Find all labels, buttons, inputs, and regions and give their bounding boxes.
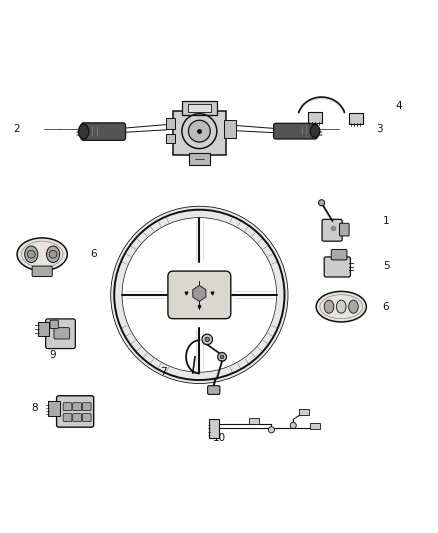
Ellipse shape [78, 124, 89, 139]
FancyBboxPatch shape [209, 419, 219, 438]
FancyBboxPatch shape [208, 386, 220, 394]
Text: 5: 5 [383, 261, 389, 271]
FancyBboxPatch shape [82, 414, 91, 422]
FancyBboxPatch shape [322, 220, 342, 241]
FancyBboxPatch shape [224, 120, 236, 138]
FancyBboxPatch shape [324, 257, 350, 277]
Ellipse shape [25, 246, 38, 263]
Text: 6: 6 [383, 302, 389, 312]
Text: 4: 4 [396, 101, 403, 111]
FancyBboxPatch shape [166, 118, 175, 130]
Ellipse shape [17, 238, 67, 271]
Circle shape [318, 200, 325, 206]
Circle shape [220, 355, 224, 359]
FancyBboxPatch shape [166, 134, 175, 142]
FancyBboxPatch shape [81, 123, 126, 140]
FancyBboxPatch shape [63, 403, 72, 410]
Wedge shape [111, 207, 288, 383]
Text: 3: 3 [376, 124, 383, 134]
FancyBboxPatch shape [339, 223, 349, 236]
Ellipse shape [324, 300, 334, 313]
Circle shape [290, 422, 296, 429]
Circle shape [218, 352, 226, 361]
Polygon shape [193, 285, 206, 302]
FancyBboxPatch shape [349, 113, 363, 124]
Text: 9: 9 [50, 350, 57, 360]
FancyBboxPatch shape [274, 123, 317, 139]
FancyBboxPatch shape [82, 403, 91, 410]
Text: 10: 10 [212, 433, 226, 442]
FancyBboxPatch shape [168, 271, 231, 319]
Text: 2: 2 [14, 124, 20, 134]
Text: 7: 7 [160, 367, 167, 377]
Circle shape [188, 120, 210, 142]
FancyBboxPatch shape [310, 423, 320, 430]
FancyBboxPatch shape [32, 266, 52, 277]
FancyBboxPatch shape [173, 111, 226, 156]
Circle shape [27, 251, 35, 258]
FancyBboxPatch shape [46, 319, 75, 349]
Ellipse shape [310, 125, 320, 138]
FancyBboxPatch shape [249, 418, 259, 424]
FancyBboxPatch shape [189, 153, 210, 165]
FancyBboxPatch shape [331, 249, 347, 260]
FancyBboxPatch shape [38, 322, 49, 336]
Circle shape [205, 337, 209, 342]
FancyBboxPatch shape [48, 401, 60, 416]
FancyBboxPatch shape [307, 111, 321, 123]
FancyBboxPatch shape [57, 395, 94, 427]
Circle shape [202, 334, 212, 345]
Text: 8: 8 [31, 403, 38, 414]
Ellipse shape [349, 300, 358, 313]
FancyBboxPatch shape [299, 409, 309, 415]
FancyBboxPatch shape [50, 320, 58, 328]
FancyBboxPatch shape [63, 414, 72, 422]
Circle shape [49, 251, 57, 258]
Ellipse shape [316, 292, 366, 322]
Ellipse shape [336, 300, 346, 313]
FancyBboxPatch shape [54, 328, 70, 339]
Text: 6: 6 [90, 249, 97, 259]
FancyBboxPatch shape [182, 101, 217, 115]
FancyBboxPatch shape [73, 414, 81, 422]
FancyBboxPatch shape [188, 104, 211, 112]
Text: 1: 1 [383, 216, 389, 225]
Circle shape [268, 427, 275, 433]
Ellipse shape [46, 246, 60, 263]
FancyBboxPatch shape [73, 403, 81, 410]
